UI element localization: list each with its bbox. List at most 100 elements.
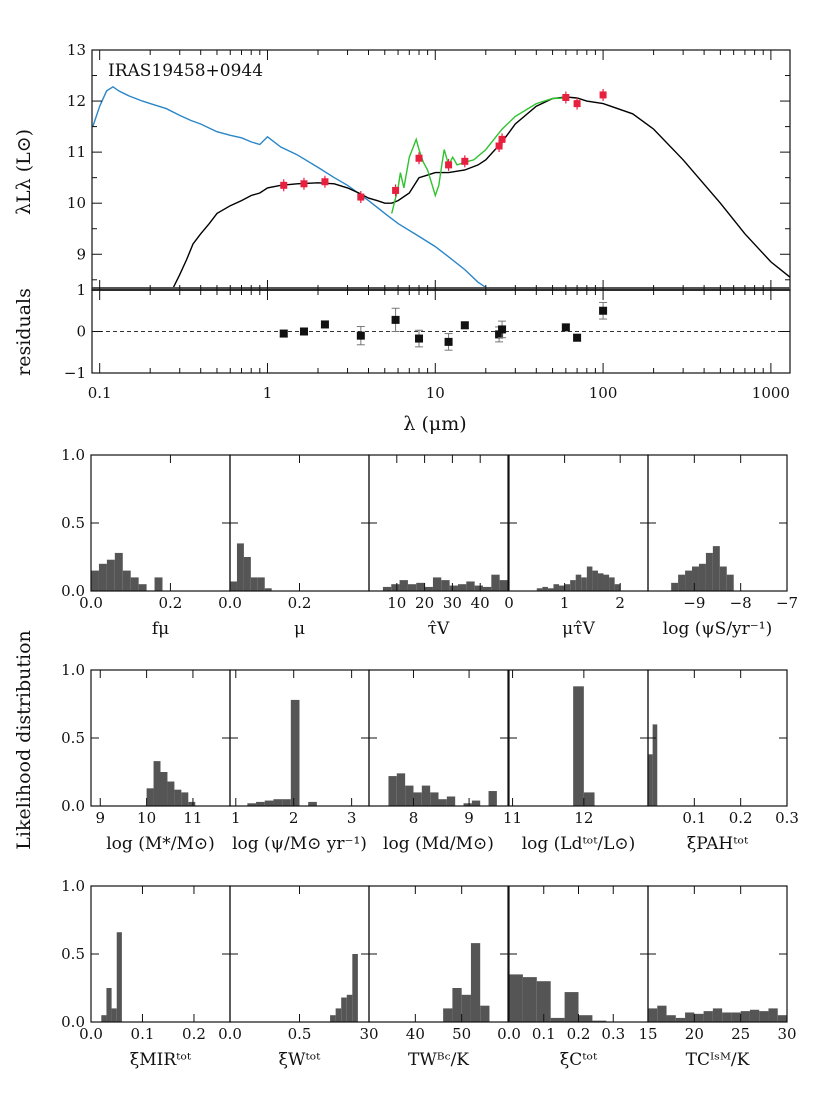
hist-bar xyxy=(573,686,584,806)
hist-bar xyxy=(430,792,439,806)
res-point xyxy=(320,320,329,329)
hist-bar xyxy=(731,1012,741,1022)
hist-bar xyxy=(559,585,565,591)
hist-bar xyxy=(146,788,154,806)
hist-xtick-label: 0.1 xyxy=(131,1025,155,1043)
hist-bar xyxy=(542,586,548,591)
hist-xtick-label: 1 xyxy=(560,594,570,612)
hist-xtick-label: 0.3 xyxy=(601,1025,625,1043)
hist-bar xyxy=(413,792,422,806)
hist-bar xyxy=(648,1008,658,1022)
hist-xtick-label: 0.2 xyxy=(567,1025,591,1043)
res-point xyxy=(415,334,424,343)
sed-obs-point xyxy=(495,142,503,150)
res-point xyxy=(460,321,469,330)
hist-bar xyxy=(564,584,571,591)
hist-panel-log_md: 8 9 log (Md/M⊙) xyxy=(368,669,509,854)
hist-xtick-label: 0.2 xyxy=(182,1025,206,1043)
hist-bar xyxy=(509,974,523,1022)
hist-xlabel: TWᴮᶜ/K xyxy=(408,1050,469,1070)
hist-xlabel: ξPAHᵗᵒᵗ xyxy=(687,834,749,854)
hist-bar xyxy=(247,803,257,806)
hist-bar xyxy=(352,954,358,1022)
hist-xlabel: ξCᵗᵒᵗ xyxy=(560,1050,598,1070)
hist-bar xyxy=(678,574,686,591)
res-xtick-label: 1 xyxy=(263,384,273,402)
sed-obs-point xyxy=(562,93,570,101)
res-point xyxy=(561,323,570,332)
hist-bar xyxy=(167,781,175,806)
hist-bar xyxy=(98,563,107,591)
hist-bar xyxy=(421,785,431,806)
res-ytick-label: 0 xyxy=(76,323,86,341)
hist-xtick-label: 0.2 xyxy=(729,809,753,827)
hist-bar xyxy=(652,724,658,806)
hist-xtick-label: 9 xyxy=(95,809,105,827)
hist-xtick-label: 0.1 xyxy=(682,809,706,827)
hist-panel-xi_pah: 0.1 0.2 0.3 ξPAHᵗᵒᵗ xyxy=(647,669,799,854)
hist-bar xyxy=(698,563,706,591)
res-xtick-label: 0.1 xyxy=(88,384,112,402)
hist-bar xyxy=(441,580,450,591)
hist-bar xyxy=(330,1015,336,1022)
hist-bar xyxy=(432,577,442,591)
hist-bar xyxy=(592,570,598,591)
hist-bar xyxy=(463,803,472,806)
hist-bar xyxy=(388,776,397,806)
sed-title: IRAS19458+0944 xyxy=(108,61,263,81)
hist-xtick-label: 11 xyxy=(503,809,522,827)
hist-xtick-label: 8 xyxy=(409,809,419,827)
res-point xyxy=(391,315,400,324)
hist-bar xyxy=(488,791,497,806)
hist-bar xyxy=(452,988,462,1022)
res-point xyxy=(356,331,365,340)
hist-bar xyxy=(399,580,408,591)
hist-bar xyxy=(405,785,414,806)
hist-panel-f_mu: 0.0 0.5 1.0 0.0 0.2 fμ xyxy=(61,446,231,639)
hist-bar xyxy=(290,699,300,806)
hist-bar xyxy=(264,800,274,806)
hist-bar xyxy=(188,801,196,806)
hist-xlabel: log (ψS/yr⁻¹) xyxy=(663,619,772,639)
hist-bar xyxy=(648,754,653,806)
res-point xyxy=(495,330,504,339)
hist-bar xyxy=(407,584,417,591)
likelihood-ylabel: Likelihood distribution xyxy=(13,630,35,850)
hist-bar xyxy=(308,801,317,806)
hist-bar xyxy=(657,1005,667,1022)
hist-xlabel: log (M*/M⊙) xyxy=(106,834,215,854)
hist-xlabel: log (Md/M⊙) xyxy=(383,834,494,854)
hist-xlabel: μτ̂V xyxy=(562,619,595,639)
hist-bar xyxy=(586,566,593,591)
hist-ytick-label: 0.0 xyxy=(61,582,85,600)
hist-xtick-label: 30 xyxy=(359,1025,378,1043)
sed-panel: 9 10 11 12 13 IRAS19458+0944 λLλ (L⊙) xyxy=(13,41,791,291)
sed-series-0 xyxy=(92,85,493,290)
hist-xtick-label: 2 xyxy=(289,809,299,827)
hist-bar xyxy=(522,977,537,1022)
hist-xtick-label: −9 xyxy=(683,594,705,612)
hist-bar xyxy=(273,799,283,806)
hist-bar xyxy=(491,574,500,591)
hist-ytick-label: 0.0 xyxy=(61,797,85,815)
hist-bar xyxy=(553,584,560,591)
hist-bar xyxy=(391,584,400,591)
hist-bar xyxy=(122,570,131,591)
hist-frame xyxy=(647,669,788,807)
hist-xtick-label: 0.0 xyxy=(79,1025,103,1043)
hist-bar xyxy=(396,773,406,806)
hist-xtick-label: 0.0 xyxy=(497,1025,521,1043)
hist-bar xyxy=(470,943,481,1022)
sed-obs-point xyxy=(573,100,581,108)
hist-ytick-label: 0.0 xyxy=(61,1013,85,1031)
hist-xtick-label: −8 xyxy=(730,594,752,612)
hist-bar xyxy=(614,584,621,591)
hist-bar xyxy=(712,546,720,591)
hist-bar xyxy=(777,1015,787,1022)
sed-curves xyxy=(92,85,790,290)
hist-frame xyxy=(368,885,509,1023)
hist-xtick-label: 10 xyxy=(137,809,156,827)
hist-ytick-label: 1.0 xyxy=(61,446,85,464)
hist-panel-mu: 0.0 0.2 μ xyxy=(218,454,370,639)
hist-bar xyxy=(116,932,122,1022)
